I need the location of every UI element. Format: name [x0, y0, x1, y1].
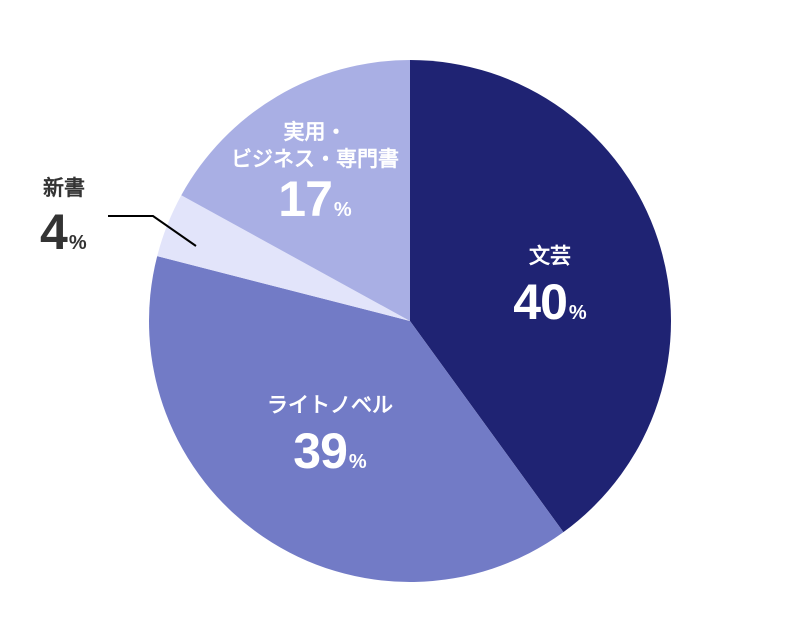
slice-shinsho: [157, 195, 410, 321]
label-shinsho-unit: %: [68, 232, 87, 254]
label-bungei-unit: %: [568, 302, 587, 324]
label-light-novel-name: ライトノベル: [267, 393, 393, 417]
slice-light-novel: [149, 256, 564, 582]
label-bungei-name: 文芸: [529, 244, 571, 268]
label-practical: 実用・ ビジネス・専門書 17%: [215, 120, 415, 227]
label-practical-unit: %: [333, 199, 352, 221]
shinsho-leader-line: [108, 215, 197, 247]
label-practical-name-line1: 実用・: [283, 120, 347, 144]
slice-bungei: [410, 60, 671, 533]
label-light-novel: ライトノベル 39%: [240, 393, 420, 479]
label-practical-name-line2: ビジネス・専門書: [231, 147, 399, 171]
label-bungei: 文芸 40%: [480, 244, 620, 330]
slice-practical: [181, 60, 410, 321]
label-light-novel-value: 39: [293, 423, 348, 479]
label-light-novel-unit: %: [348, 451, 367, 473]
label-shinsho: 新書 4%: [32, 178, 112, 260]
label-practical-value: 17: [278, 171, 333, 227]
label-shinsho-value: 4: [40, 204, 68, 260]
label-bungei-value: 40: [513, 274, 568, 330]
label-shinsho-name: 新書: [43, 176, 85, 200]
